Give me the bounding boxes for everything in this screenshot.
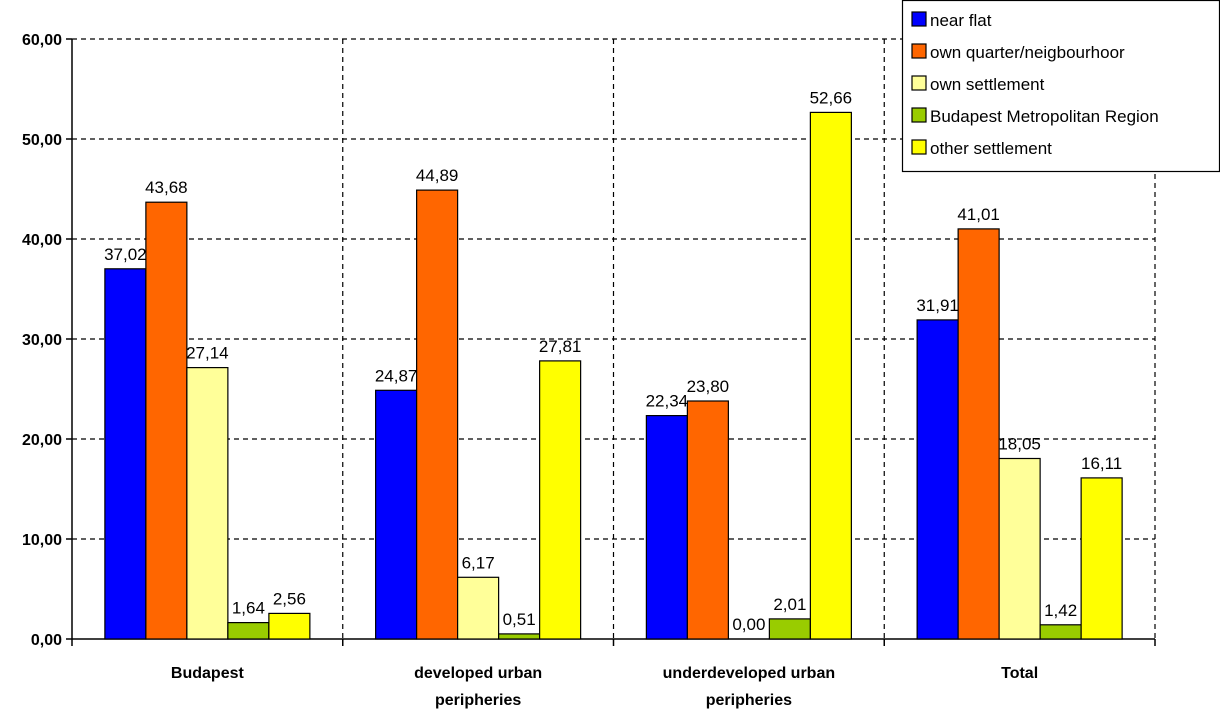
bar-value-label: 23,80: [687, 377, 730, 396]
x-category-label: Total: [1001, 665, 1038, 682]
bar-value-label: 31,91: [916, 296, 959, 315]
grid-lines: [72, 38, 1156, 639]
bar-value-label: 1,64: [232, 599, 265, 618]
legend: near flat own quarter/neigbourhoor own set…: [901, 0, 1220, 173]
legend-swatch: [911, 11, 927, 27]
legend-label: own settlement: [930, 75, 1045, 94]
legend-label: near flat: [930, 11, 992, 30]
bar: [457, 576, 500, 640]
bar-value-label: 16,11: [1081, 454, 1122, 473]
bar-value-label: 22,34: [646, 392, 689, 411]
legend-label: own quarter/neigbourhoor: [930, 43, 1125, 62]
x-category-label: developed urban: [414, 665, 542, 682]
bar: [957, 228, 1000, 640]
legend-label: Budapest Metropolitan Region: [930, 107, 1159, 126]
legend-swatch: [911, 139, 927, 155]
y-tick-label: 20,00: [22, 432, 62, 449]
bar-value-label: 37,02: [104, 245, 147, 264]
bar: [539, 360, 582, 640]
bar: [998, 457, 1041, 640]
bar: [375, 389, 418, 640]
bar-value-label: 27,14: [186, 344, 229, 363]
bar-value-label: 0,00: [732, 615, 765, 634]
bar: [268, 612, 311, 640]
legend-swatch: [911, 43, 927, 59]
bar: [645, 415, 688, 640]
bar-value-label: 2,01: [773, 595, 806, 614]
bar-value-label: 41,01: [957, 205, 1000, 224]
legend-label: other settlement: [930, 139, 1052, 158]
legend-box: [901, 0, 1220, 173]
bar: [104, 268, 147, 640]
legend-swatch: [911, 75, 927, 91]
bar: [498, 633, 541, 640]
bar-value-label: 43,68: [145, 178, 188, 197]
bar: [227, 621, 270, 640]
x-category-label: underdeveloped urban: [663, 665, 835, 682]
y-tick-label: 40,00: [22, 232, 62, 249]
bar-value-label: 27,81: [539, 337, 582, 356]
bar: [809, 111, 852, 640]
bar: [1080, 477, 1123, 640]
bar-value-label: 18,05: [998, 435, 1041, 454]
y-tick-label: 30,00: [22, 332, 62, 349]
bar-value-label: 2,56: [273, 589, 306, 608]
y-tick-label: 0,00: [31, 632, 62, 649]
data-labels: 37,02 43,68 27,14 1,64 2,56 24,87 44,89 6,17 0,5…: [104, 88, 1122, 634]
bar-value-label: 6,17: [462, 553, 495, 572]
bar: [416, 189, 459, 640]
bar: [768, 618, 811, 640]
bar: [145, 201, 188, 640]
x-category-label: Budapest: [171, 665, 245, 682]
bar-value-label: 1,42: [1044, 601, 1077, 620]
bar: [916, 319, 959, 640]
y-tick-label: 50,00: [22, 132, 62, 149]
x-category-label: peripheries: [435, 692, 521, 709]
bar-value-label: 52,66: [810, 88, 853, 107]
bars: [104, 111, 1123, 640]
bar: [686, 400, 729, 640]
bar: [186, 367, 229, 640]
bar-value-label: 44,89: [416, 166, 459, 185]
bar-value-label: 0,51: [503, 610, 536, 629]
legend-swatch: [911, 107, 927, 123]
bar-value-label: 24,87: [375, 366, 418, 385]
y-tick-label: 60,00: [22, 32, 62, 49]
y-tick-label: 10,00: [22, 532, 62, 549]
x-category-label: peripheries: [706, 692, 792, 709]
bar: [1039, 624, 1082, 640]
